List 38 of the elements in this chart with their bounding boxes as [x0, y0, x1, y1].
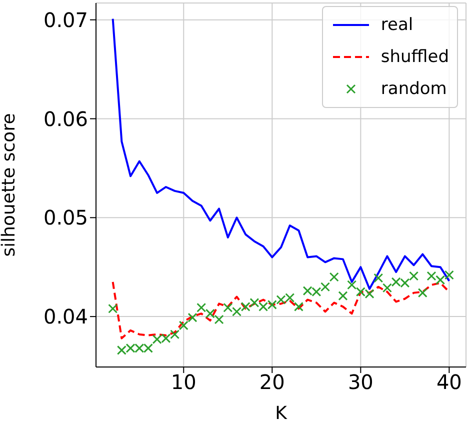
legend-label: real [380, 15, 414, 35]
y-tick-label: 0.06 [43, 106, 88, 131]
line-series [112, 18, 450, 290]
point [214, 314, 224, 324]
point [329, 272, 339, 282]
point [232, 306, 242, 316]
y-tick-label: 0.07 [43, 8, 88, 32]
y-axis-title: silhouette score [0, 113, 20, 257]
legend-label: shuffled [380, 47, 449, 67]
point [294, 302, 304, 312]
point [108, 304, 118, 314]
point [382, 283, 392, 293]
point [196, 302, 206, 312]
point [250, 298, 260, 308]
x-tick-label: 40 [436, 370, 462, 394]
point [320, 282, 330, 292]
point [436, 275, 446, 285]
point [338, 291, 348, 301]
point [374, 273, 384, 283]
point [409, 271, 419, 281]
point [240, 302, 250, 312]
point [347, 280, 357, 290]
y-tick-label: 0.04 [43, 304, 88, 329]
legend-label: random [380, 79, 447, 99]
point [205, 308, 215, 318]
x-tick-label: 20 [259, 370, 285, 394]
point [170, 330, 180, 340]
x-axis-title: K [275, 403, 288, 424]
point [188, 312, 198, 322]
point [444, 270, 454, 280]
point [223, 302, 233, 312]
line-series [112, 280, 450, 340]
point [426, 271, 436, 281]
x-tick-label: 10 [170, 370, 196, 394]
y-tick-label: 0.05 [43, 206, 88, 230]
x-tick-label: 30 [348, 370, 374, 394]
point [418, 288, 428, 298]
point [178, 320, 188, 330]
